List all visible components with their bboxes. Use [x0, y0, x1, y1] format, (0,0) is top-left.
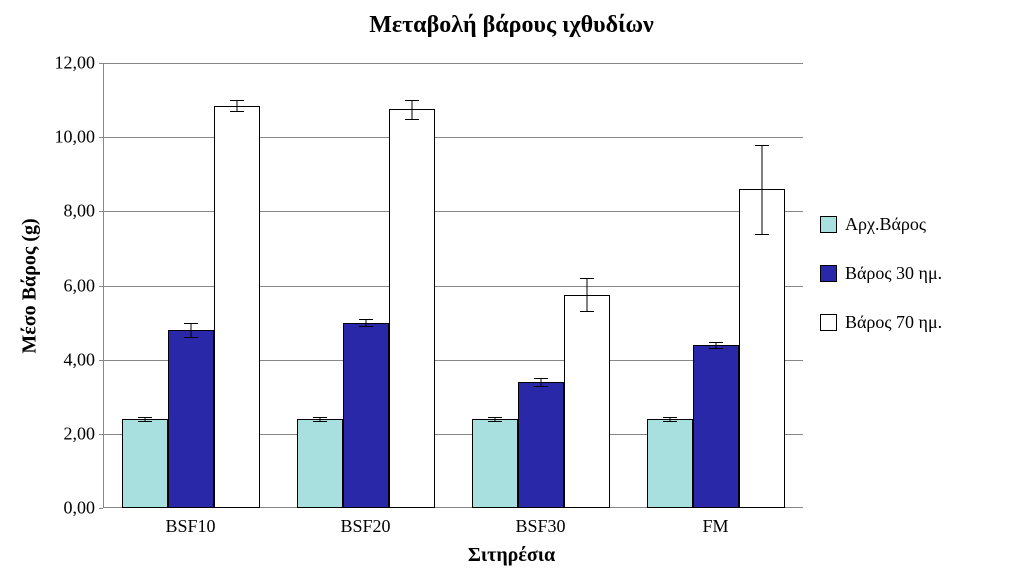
y-axis-line	[103, 63, 104, 508]
legend-item: Βάρος 30 ημ.	[820, 263, 942, 284]
y-tick-label: 8,00	[64, 201, 104, 222]
grid-line	[103, 137, 803, 138]
legend-item: Βάρος 70 ημ.	[820, 312, 942, 333]
error-bar	[365, 319, 366, 326]
error-bar	[190, 323, 191, 338]
chart-title: Μεταβολή βάρους ιχθυδίων	[8, 12, 1015, 39]
bar	[122, 419, 168, 508]
error-cap	[230, 100, 244, 101]
error-cap	[488, 417, 502, 418]
error-cap	[184, 323, 198, 324]
y-tick-label: 2,00	[64, 423, 104, 444]
error-cap	[405, 100, 419, 101]
legend-label: Αρχ.Βάρος	[845, 214, 926, 235]
legend-swatch	[820, 216, 837, 233]
x-tick-label: BSF20	[340, 508, 390, 537]
bar	[647, 419, 693, 508]
error-bar	[761, 145, 762, 234]
error-cap	[709, 348, 723, 349]
grid-line	[103, 286, 803, 287]
error-cap	[230, 111, 244, 112]
x-axis-title: Σιτηρέσια	[8, 544, 1015, 567]
x-tick-label: BSF30	[515, 508, 565, 537]
error-bar	[411, 100, 412, 119]
plot-area: 0,002,004,006,008,0010,0012,00BSF10BSF20…	[103, 63, 803, 508]
bar	[168, 330, 214, 508]
error-cap	[709, 342, 723, 343]
error-cap	[580, 278, 594, 279]
error-cap	[755, 234, 769, 235]
x-tick-label: BSF10	[165, 508, 215, 537]
error-cap	[359, 319, 373, 320]
error-cap	[534, 378, 548, 379]
error-cap	[663, 421, 677, 422]
bar	[389, 109, 435, 508]
error-cap	[663, 417, 677, 418]
error-bar	[586, 278, 587, 311]
error-cap	[534, 386, 548, 387]
legend-item: Αρχ.Βάρος	[820, 214, 942, 235]
error-cap	[580, 311, 594, 312]
y-tick-label: 0,00	[64, 498, 104, 519]
error-cap	[138, 417, 152, 418]
y-tick-label: 6,00	[64, 275, 104, 296]
legend-swatch	[820, 314, 837, 331]
y-tick-label: 12,00	[55, 53, 104, 74]
error-bar	[540, 378, 541, 385]
y-tick-label: 10,00	[55, 127, 104, 148]
grid-line	[103, 211, 803, 212]
error-cap	[359, 326, 373, 327]
y-axis-title: Μέσο Βάρος (g)	[19, 218, 42, 353]
legend-swatch	[820, 265, 837, 282]
error-cap	[755, 145, 769, 146]
bar	[518, 382, 564, 508]
y-tick-label: 4,00	[64, 349, 104, 370]
bar	[343, 323, 389, 508]
bar	[297, 419, 343, 508]
grid-line	[103, 63, 803, 64]
error-bar	[236, 100, 237, 111]
error-cap	[184, 337, 198, 338]
chart-frame: Μεταβολή βάρους ιχθυδίων 0,002,004,006,0…	[8, 8, 1015, 575]
legend: Αρχ.Βάρος Βάρος 30 ημ. Βάρος 70 ημ.	[820, 214, 942, 333]
error-cap	[488, 421, 502, 422]
bar	[739, 189, 785, 508]
x-tick-label: FM	[702, 508, 728, 537]
bar	[214, 106, 260, 508]
bar	[472, 419, 518, 508]
legend-label: Βάρος 70 ημ.	[845, 312, 942, 333]
error-cap	[405, 119, 419, 120]
error-cap	[313, 421, 327, 422]
bar	[693, 345, 739, 508]
error-cap	[313, 417, 327, 418]
error-cap	[138, 421, 152, 422]
bar	[564, 295, 610, 508]
legend-label: Βάρος 30 ημ.	[845, 263, 942, 284]
